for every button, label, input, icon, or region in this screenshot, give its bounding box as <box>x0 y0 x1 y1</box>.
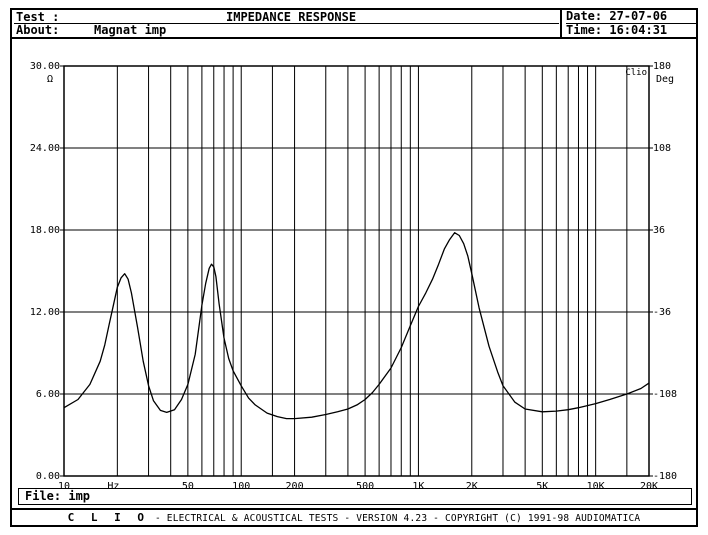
about-row: About: Magnat imp <box>14 24 559 37</box>
date-value: 27-07-06 <box>609 9 668 23</box>
date-row: Date: 27-07-06 <box>566 10 696 23</box>
footer-text: - ELECTRICAL & ACOUSTICAL TESTS - VERSIO… <box>154 513 641 524</box>
datetime-panel: Date: 27-07-06 Time: 16:04:31 <box>560 10 696 37</box>
file-bar: File: imp <box>18 488 692 505</box>
time-label: Time: <box>566 23 603 37</box>
x-tick-label: 10 <box>58 481 70 489</box>
time-row: Time: 16:04:31 <box>566 23 696 37</box>
y-tick-label: 12.00 <box>30 307 60 318</box>
header-panel: Test : IMPEDANCE RESPONSE About: Magnat … <box>12 10 696 39</box>
file-label: File: <box>25 489 62 503</box>
impedance-curve <box>63 232 650 420</box>
x-tick-label: 100 <box>232 481 250 489</box>
clio-watermark: Clio <box>625 68 647 78</box>
y2-tick-label: 108 <box>653 143 671 154</box>
x-tick-label: 500 <box>356 481 374 489</box>
x-unit-label: Hz <box>107 481 119 489</box>
y-tick-label: 0.00 <box>36 471 60 482</box>
curve-layer <box>63 232 650 420</box>
y-tick-label: 6.00 <box>36 389 60 400</box>
y2-tick-label: -108 <box>653 389 677 400</box>
axis-layer: 0.00 6.00 12.00 18.00 24.00 30.00 -180 -108 -36 3… <box>30 61 677 492</box>
x-tick-label: 200 <box>286 481 304 489</box>
y-tick-label: 24.00 <box>30 143 60 154</box>
plot-area-border <box>63 65 650 477</box>
grid-layer <box>64 66 649 476</box>
y2-tick-label: 36 <box>653 225 665 236</box>
y-unit-label: Ω <box>47 74 53 85</box>
y-tick-label: 18.00 <box>30 225 60 236</box>
y2-tick-label: 180 <box>653 61 671 72</box>
time-value: 16:04:31 <box>609 23 668 37</box>
chart-title: IMPEDANCE RESPONSE <box>226 10 357 24</box>
file-name: imp <box>68 489 91 503</box>
x-tick-label: 50 <box>182 481 194 489</box>
y2-unit-label: Deg <box>656 74 674 85</box>
footer-bar: C L I O - ELECTRICAL & ACOUSTICAL TESTS … <box>12 508 696 525</box>
x-tick-label: 1K <box>412 481 424 489</box>
footer-brand: C L I O <box>67 511 150 524</box>
test-label: Test : <box>16 10 60 24</box>
clio-window: Test : IMPEDANCE RESPONSE About: Magnat … <box>10 8 698 527</box>
impedance-chart-svg: 0.00 6.00 12.00 18.00 24.00 30.00 -180 -108 -36 3… <box>30 61 677 492</box>
y2-tick-label: -36 <box>653 307 671 318</box>
about-label: About: <box>16 23 60 37</box>
y-tick-label: 30.00 <box>30 61 60 72</box>
y2-tick-label: -180 <box>653 471 677 482</box>
x-tick-label: 5K <box>536 481 548 489</box>
x-tick-label: 20K <box>640 481 658 489</box>
impedance-chart: 0.00 6.00 12.00 18.00 24.00 30.00 -180 -108 -36 3… <box>12 39 696 492</box>
date-label: Date: <box>566 9 603 23</box>
x-tick-label: 10K <box>587 481 605 489</box>
x-tick-label: 2K <box>466 481 478 489</box>
test-row: Test : IMPEDANCE RESPONSE <box>14 11 559 24</box>
about-value: Magnat imp <box>94 23 167 37</box>
